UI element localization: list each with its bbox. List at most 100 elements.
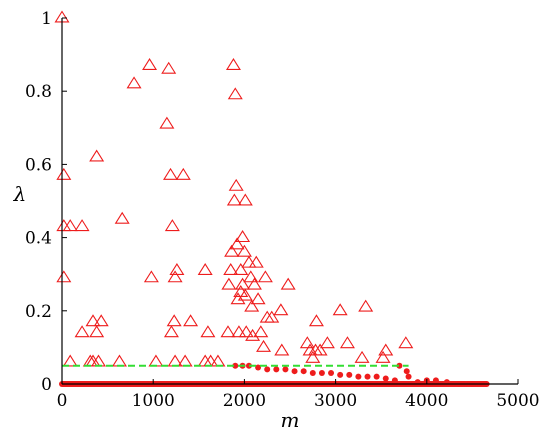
triangle-point [163, 325, 179, 338]
triangle-point [319, 336, 335, 349]
triangle-point [163, 167, 179, 180]
triangle-point [256, 339, 272, 352]
triangle-point [225, 58, 241, 71]
triangle-point [257, 270, 273, 283]
triangle-point [223, 263, 239, 275]
triangle-point [183, 314, 199, 327]
triangle-point [253, 325, 269, 338]
triangle-point [248, 255, 264, 268]
dot-point [432, 377, 439, 384]
y-tick-label: 0.6 [25, 155, 52, 175]
triangle-point [264, 310, 280, 323]
triangle-point [62, 354, 78, 367]
dot-point [291, 368, 298, 375]
dot-point [396, 362, 403, 369]
x-tick-label: 4000 [405, 391, 448, 411]
triangle-point [250, 292, 266, 305]
triangle-point [56, 167, 72, 180]
dot-point [300, 368, 307, 375]
triangle-point [233, 284, 249, 297]
triangle-point [143, 270, 159, 283]
triangle-point [166, 314, 182, 327]
triangle-point [243, 270, 259, 283]
triangle-point [161, 61, 177, 74]
triangle-point [354, 350, 370, 363]
y-tick-label: 0.8 [25, 82, 52, 102]
dot-point [355, 373, 362, 380]
dot-point [373, 373, 380, 380]
triangle-point [398, 336, 414, 349]
triangle-point [339, 336, 355, 349]
triangle-point [305, 350, 321, 363]
triangle-point [159, 116, 175, 129]
triangle-point [230, 292, 246, 305]
triangle-point [235, 277, 251, 290]
triangle-point [246, 277, 262, 290]
triangle-point [221, 277, 237, 290]
triangle-point [62, 219, 78, 232]
dot-point [255, 364, 262, 371]
triangle-point [226, 193, 242, 206]
triangle-point [111, 354, 127, 367]
triangle-point [228, 178, 244, 191]
dot-point [282, 366, 289, 373]
triangle-point [375, 350, 391, 363]
x-tick-label: 5000 [496, 391, 539, 411]
triangle-point [85, 314, 101, 327]
y-axis-label: λ [13, 182, 27, 206]
dot-point [328, 370, 335, 377]
y-tick-label: 0.2 [25, 302, 52, 322]
triangle-point [274, 343, 290, 356]
x-ticks: 0 1000 2000 3000 4000 5000 [57, 379, 540, 411]
triangle-point [280, 277, 296, 290]
dot-point [382, 375, 389, 382]
dot-point [273, 366, 280, 373]
x-tick-label: 3000 [314, 391, 357, 411]
y-tick-label: 0.4 [25, 229, 52, 249]
dot-point [364, 373, 371, 380]
dot-point [391, 377, 398, 384]
triangle-point [233, 263, 249, 275]
triangle-point [231, 325, 247, 338]
triangle-point [308, 314, 324, 327]
triangle-point [378, 343, 394, 356]
dot-point [318, 370, 325, 377]
triangle-point [358, 299, 374, 312]
triangle-point [169, 263, 185, 275]
dot-point [264, 366, 271, 373]
triangle-point [197, 263, 213, 275]
triangle-point [237, 288, 253, 301]
triangle-point [126, 76, 142, 89]
dot-point [346, 371, 353, 378]
triangle-point [235, 230, 251, 243]
triangle-point [299, 336, 315, 349]
triangle-point [200, 325, 216, 338]
triangle-point [227, 87, 243, 100]
y-ticks: 0 0.2 0.4 0.6 0.8 1 [25, 9, 67, 395]
triangle-point [167, 270, 183, 283]
triangle-point [74, 325, 90, 338]
dot-point [405, 373, 412, 380]
triangle-point [229, 237, 245, 250]
x-axis-label: m [281, 408, 300, 432]
triangle-point [224, 244, 240, 257]
triangle-point [236, 244, 252, 257]
triangle-point [237, 193, 253, 206]
triangle-point [89, 149, 105, 162]
x-tick-label: 0 [57, 391, 68, 411]
dot-point [403, 368, 410, 375]
triangle-point [114, 211, 130, 224]
triangle-point [175, 167, 191, 180]
triangle-point [56, 270, 72, 283]
x-tick-label: 1000 [132, 391, 175, 411]
y-tick-label: 1 [41, 9, 52, 29]
triangle-point [244, 299, 260, 312]
triangle-point [74, 219, 90, 232]
triangle-point [273, 303, 289, 316]
x-tick-label: 2000 [223, 391, 266, 411]
triangle-point [220, 325, 236, 338]
triangle-point [93, 314, 109, 327]
triangle-point [56, 219, 72, 232]
dot-point [245, 362, 252, 369]
